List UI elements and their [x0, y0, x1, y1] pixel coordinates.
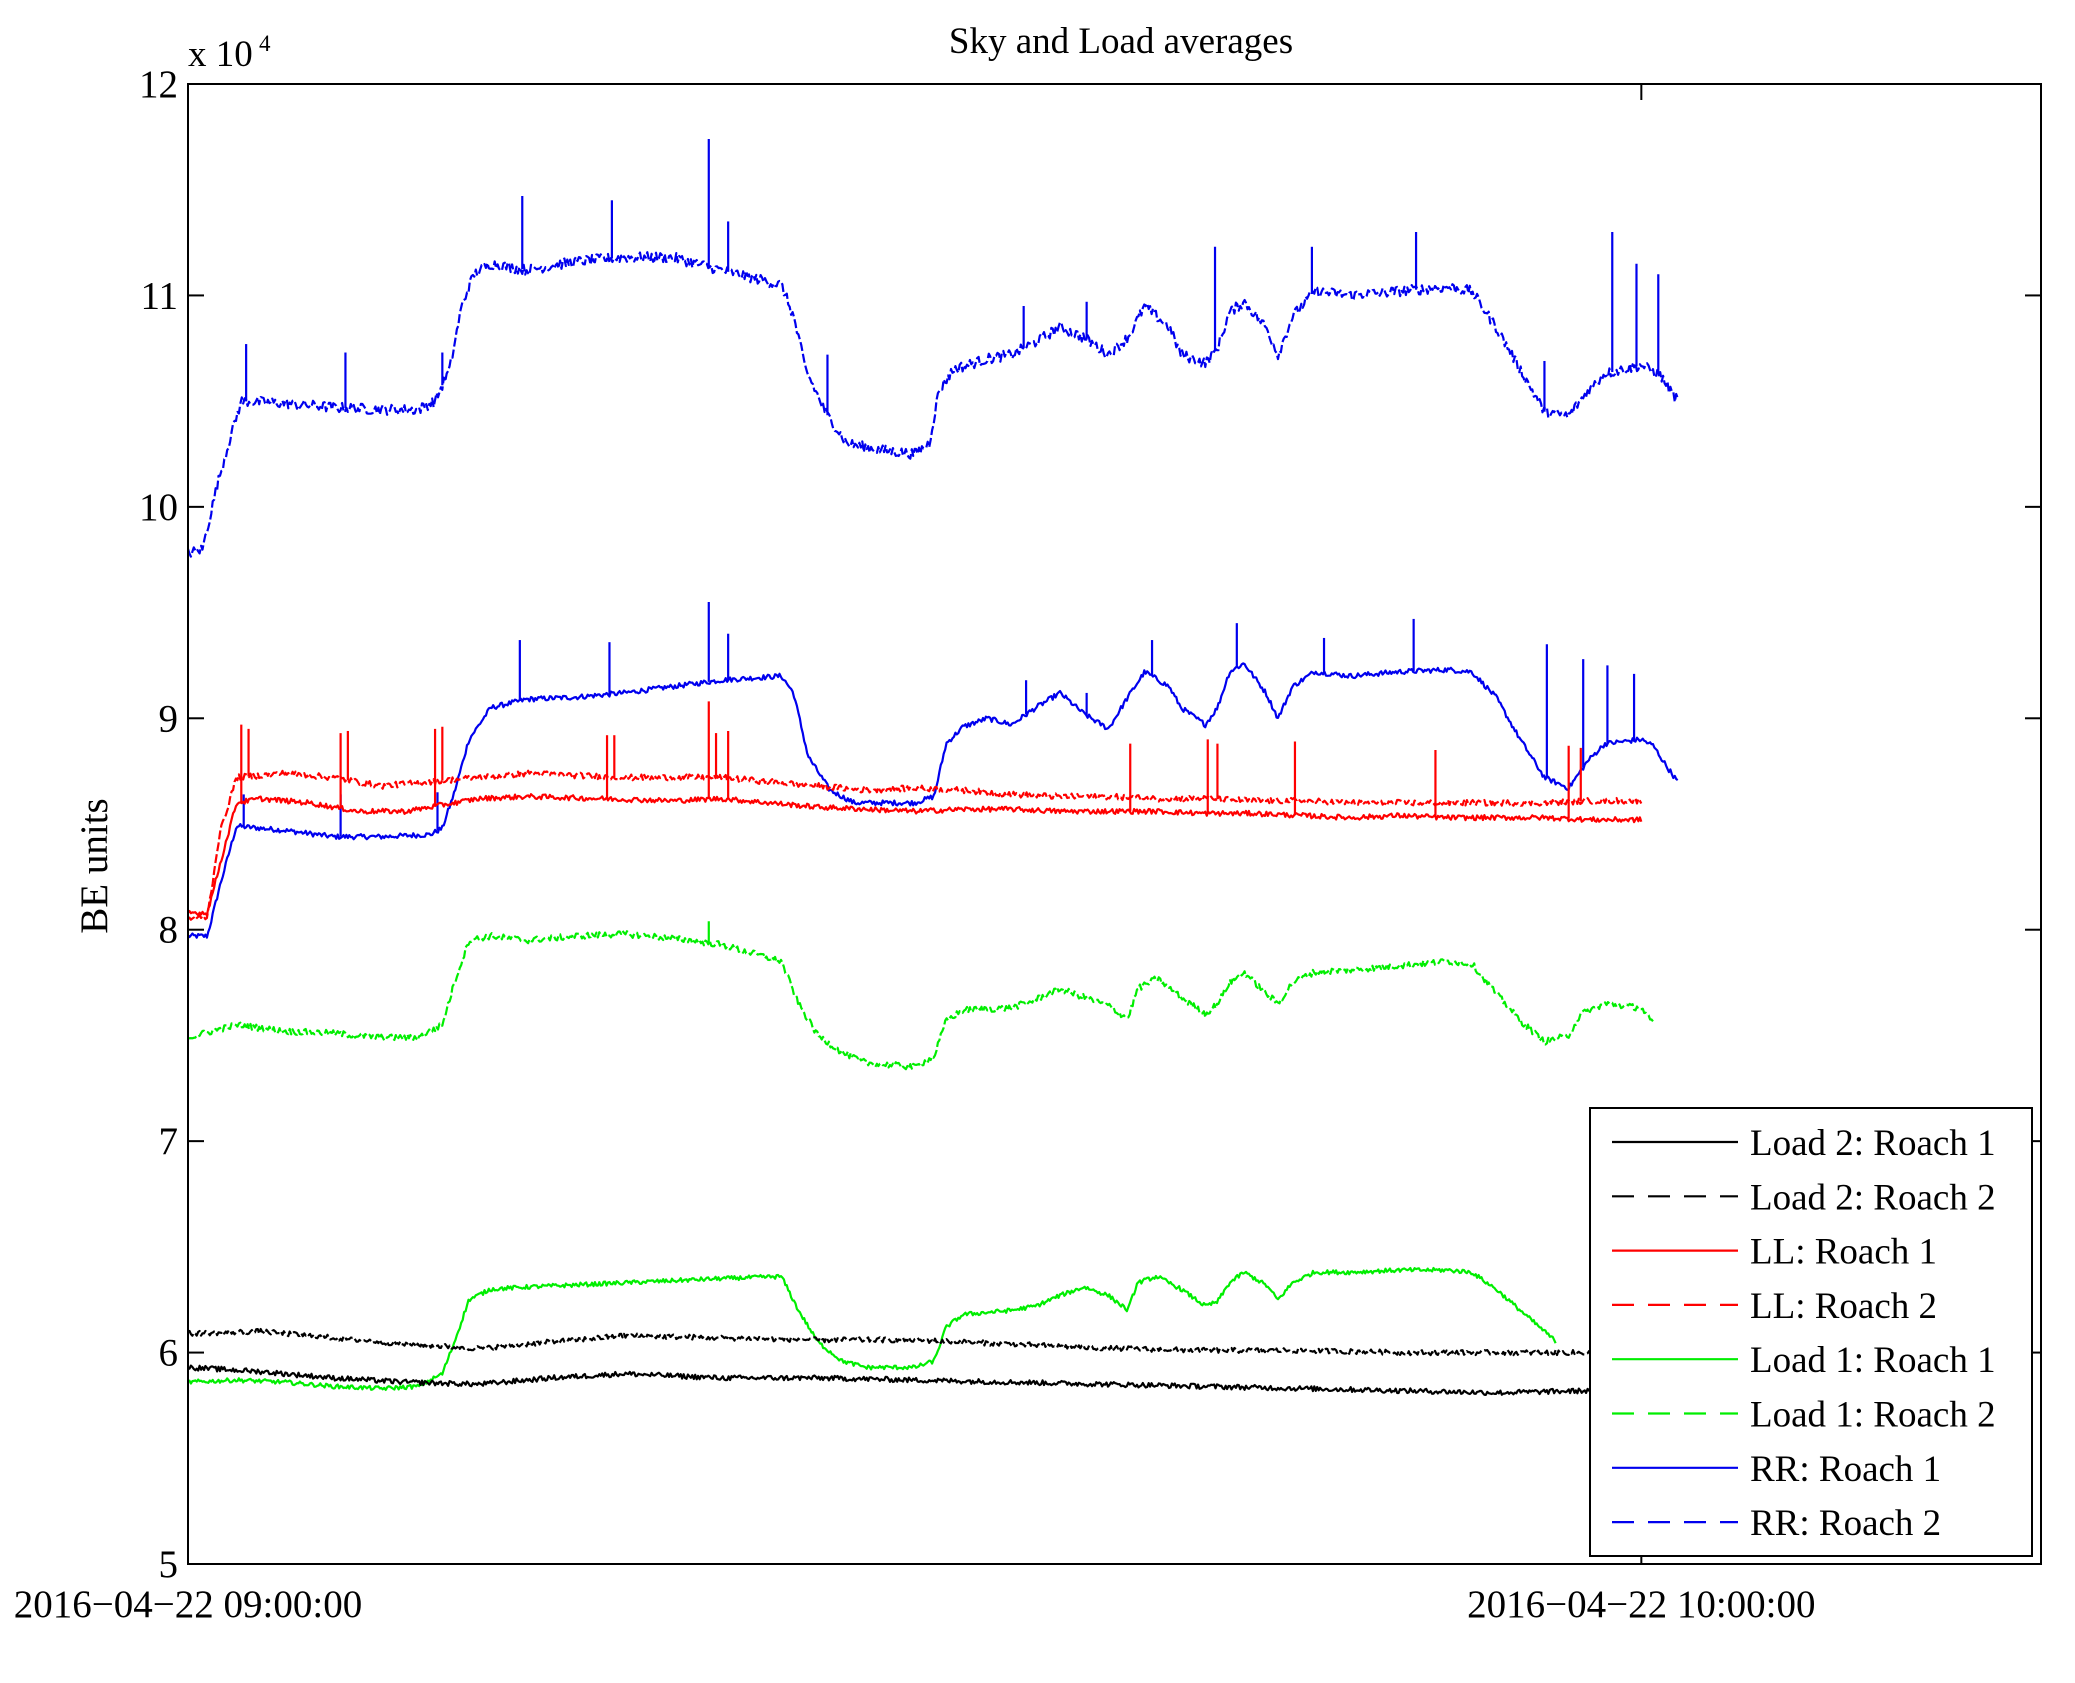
y-multiplier: x 10 4 — [188, 31, 271, 75]
series-line-ll-roach-1 — [188, 793, 1643, 917]
series-line-ll-roach-2 — [188, 769, 1643, 921]
series-line-load-1-roach-2 — [188, 929, 1654, 1071]
legend-label: Load 2: Roach 2 — [1750, 1177, 1996, 1218]
y-tick-label: 7 — [159, 1120, 179, 1163]
chart-title: Sky and Load averages — [949, 21, 1293, 62]
legend-label: Load 2: Roach 1 — [1750, 1123, 1996, 1164]
y-tick-label: 11 — [140, 274, 178, 317]
y-tick-label: 9 — [159, 697, 179, 740]
series-line-load-1-roach-1 — [188, 1266, 1557, 1391]
series-line-load-2-roach-2 — [188, 1327, 1642, 1357]
legend-box — [1589, 1107, 2033, 1557]
x-tick-label: 2016−04−22 10:00:00 — [1467, 1583, 1815, 1626]
legend-label: LL: Roach 1 — [1750, 1232, 1937, 1273]
legend-label: RR: Roach 2 — [1750, 1503, 1941, 1544]
plot-area — [188, 138, 1679, 1396]
legend-label: LL: Roach 2 — [1750, 1286, 1937, 1327]
series-line-rr-roach-2 — [188, 251, 1679, 558]
legend-label: Load 1: Roach 2 — [1750, 1395, 1996, 1436]
x-tick-label: 2016−04−22 09:00:00 — [14, 1583, 362, 1626]
y-tick-label: 12 — [139, 63, 178, 106]
y-multiplier-exponent: 4 — [259, 31, 271, 56]
y-tick-label: 6 — [159, 1332, 179, 1375]
y-multiplier-label: x 10 — [188, 34, 253, 75]
axis-ticks: 5 6 7 8 9 10 11 12 2016−04−22 09:00:00 2016−04−22… — [14, 63, 2041, 1626]
y-tick-label: 10 — [139, 486, 178, 529]
y-tick-label: 5 — [159, 1543, 179, 1586]
legend-label: RR: Roach 1 — [1750, 1449, 1941, 1490]
legend: Load 2: Roach 1 Load 2: Roach 2 LL: Roach … — [1589, 1107, 2033, 1557]
series-line-rr-roach-1 — [188, 662, 1679, 939]
plot-frame — [187, 83, 2042, 1565]
y-tick-label: 8 — [159, 909, 179, 952]
y-axis-label: BE units — [73, 798, 116, 933]
legend-label: Load 1: Roach 1 — [1750, 1340, 1996, 1381]
series-line-load-2-roach-1 — [188, 1364, 1642, 1396]
